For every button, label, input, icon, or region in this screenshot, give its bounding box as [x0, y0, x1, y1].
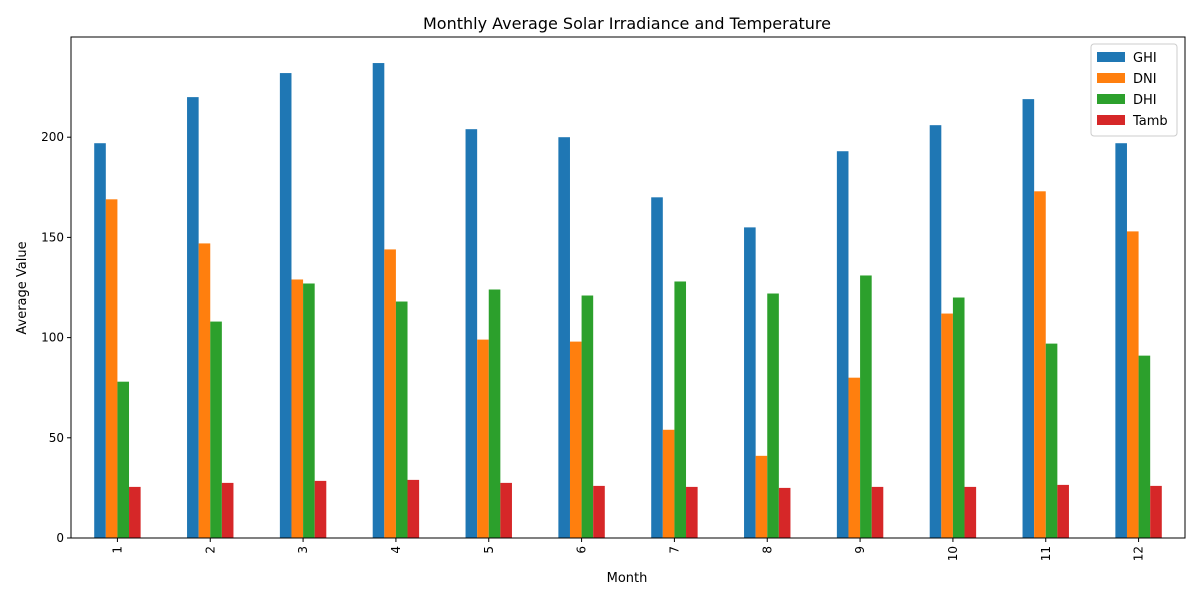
legend: GHI DNI DHI Tamb — [1090, 43, 1178, 137]
bar-ghi-4 — [372, 63, 385, 538]
bar-ghi-11 — [1022, 99, 1035, 539]
bar-dhi-3 — [303, 283, 315, 538]
legend-swatch-tamb — [1097, 115, 1125, 125]
bar-dni-3 — [291, 279, 304, 538]
x-tick-label: 10 — [946, 546, 960, 561]
legend-label-dhi: DHI — [1133, 93, 1157, 108]
x-tick-label: 12 — [1132, 546, 1146, 561]
bar-dni-4 — [384, 249, 396, 538]
bar-tamb-6 — [593, 485, 605, 538]
y-tick-label: 100 — [41, 331, 64, 345]
bar-dni-10 — [941, 313, 953, 538]
bars-group — [94, 63, 1162, 539]
x-tick-label: 1 — [110, 546, 124, 554]
bar-dhi-12 — [1138, 355, 1151, 538]
legend-swatch-dni — [1097, 73, 1125, 83]
bar-tamb-3 — [314, 480, 327, 538]
bar-dhi-1 — [117, 381, 130, 538]
x-tick-label: 9 — [853, 546, 867, 554]
bar-tamb-7 — [686, 486, 698, 538]
y-tick-label: 50 — [49, 431, 64, 445]
bar-dhi-2 — [210, 321, 222, 538]
bar-dhi-5 — [488, 289, 501, 538]
bar-ghi-1 — [94, 143, 106, 538]
bar-tamb-8 — [778, 487, 791, 538]
bar-dhi-8 — [767, 293, 779, 538]
x-axis-label: Month — [607, 571, 648, 586]
x-tick-label: 7 — [667, 546, 681, 554]
chart-title: Monthly Average Solar Irradiance and Tem… — [423, 14, 831, 33]
bar-tamb-2 — [221, 482, 234, 538]
bar-ghi-12 — [1115, 143, 1127, 538]
bar-dhi-10 — [952, 297, 965, 538]
bar-tamb-11 — [1057, 484, 1069, 538]
bar-dni-7 — [662, 429, 675, 538]
bar-ghi-10 — [929, 125, 942, 539]
y-axis: 0 50 100 150 200 — [41, 130, 71, 545]
plot-frame — [70, 36, 1186, 539]
y-tick-label: 200 — [41, 130, 64, 144]
x-tick-label: 8 — [760, 546, 774, 554]
x-tick-label: 3 — [296, 546, 310, 554]
bar-dni-6 — [569, 341, 582, 538]
legend-label-ghi: GHI — [1133, 51, 1157, 66]
bar-dni-2 — [198, 243, 211, 539]
bar-dni-12 — [1126, 231, 1139, 538]
legend-swatch-ghi — [1097, 52, 1125, 62]
bar-tamb-5 — [500, 482, 512, 538]
bar-ghi-5 — [465, 129, 478, 538]
bar-dhi-4 — [395, 301, 408, 538]
x-tick-label: 4 — [389, 546, 403, 554]
bar-dni-9 — [848, 377, 861, 538]
bar-ghi-3 — [279, 73, 292, 539]
bar-dhi-7 — [674, 281, 687, 538]
legend-swatch-dhi — [1097, 94, 1125, 104]
bar-dni-1 — [105, 199, 118, 538]
y-axis-label: Average Value — [15, 241, 30, 334]
y-tick-label: 150 — [41, 230, 64, 244]
x-tick-label: 5 — [482, 546, 496, 554]
x-tick-label: 2 — [203, 546, 217, 554]
bar-dni-11 — [1034, 191, 1046, 539]
bar-ghi-6 — [558, 137, 570, 538]
legend-label-tamb: Tamb — [1132, 114, 1168, 129]
bar-dni-8 — [755, 455, 768, 538]
bar-tamb-12 — [1150, 485, 1162, 538]
bar-dni-5 — [477, 339, 489, 538]
legend-label-dni: DNI — [1133, 72, 1157, 87]
bar-ghi-8 — [744, 227, 756, 538]
bar-ghi-9 — [836, 151, 849, 538]
y-tick-label: 0 — [56, 531, 64, 545]
bar-ghi-7 — [651, 197, 663, 538]
bar-ghi-2 — [187, 97, 199, 539]
x-tick-label: 6 — [575, 546, 589, 554]
bar-tamb-9 — [871, 486, 884, 538]
bar-dhi-6 — [581, 295, 594, 538]
x-tick-label: 11 — [1039, 546, 1053, 561]
bar-dhi-9 — [860, 275, 872, 538]
legend-frame — [1090, 43, 1178, 137]
bar-tamb-4 — [407, 479, 420, 538]
bar-tamb-10 — [964, 486, 977, 538]
bar-dhi-11 — [1045, 343, 1058, 538]
x-axis: 1 2 3 4 5 6 7 8 9 10 11 12 — [110, 538, 1146, 561]
bar-tamb-1 — [129, 486, 141, 538]
